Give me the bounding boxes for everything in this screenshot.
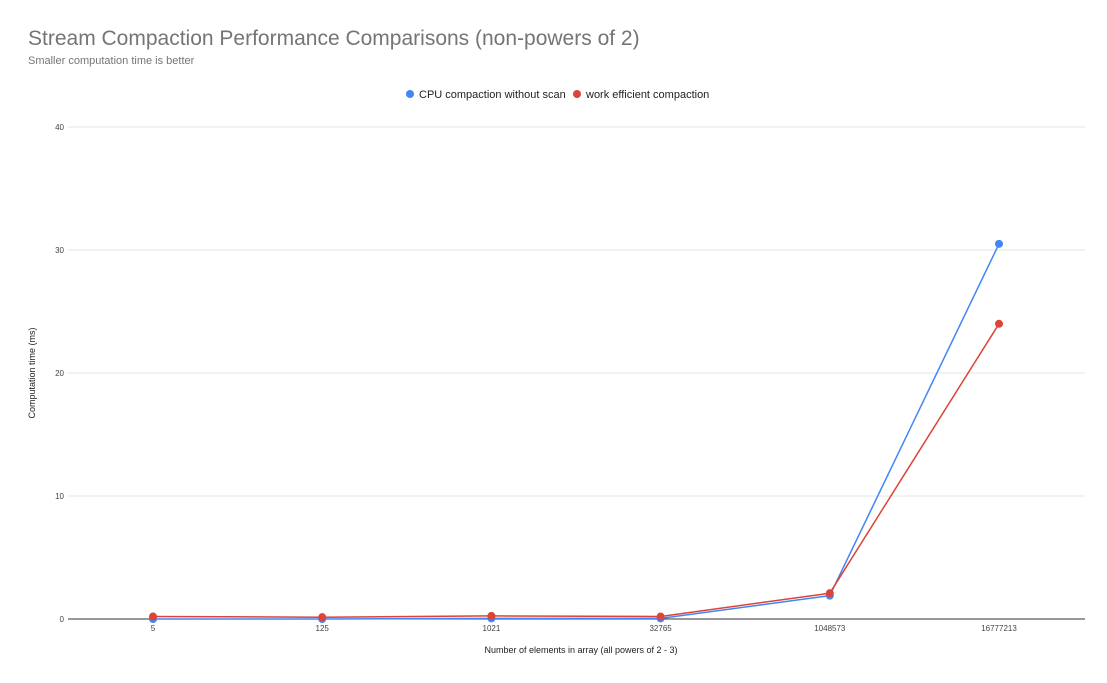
y-tick-label: 40 [55,123,64,132]
legend-marker-cpu [406,90,414,98]
data-point-work-efficient[interactable] [656,612,665,621]
chart-title: Stream Compaction Performance Comparison… [28,27,640,50]
chart-legend: CPU compaction without scan work efficie… [406,89,709,101]
legend-label-cpu: CPU compaction without scan [419,89,566,101]
x-tick-label: 1021 [483,624,501,633]
series-layer [149,239,1003,623]
grid-layer [68,126,1085,620]
y-tick-label: 30 [55,246,64,255]
y-tick-label: 10 [55,492,64,501]
data-point-work-efficient[interactable] [318,613,327,622]
data-point-work-efficient[interactable] [487,611,496,620]
x-axis-title: Number of elements in array (all powers … [484,645,677,655]
x-tick-label: 16777213 [981,624,1017,633]
legend-marker-work-efficient [573,90,581,98]
legend-label-work-efficient: work efficient compaction [585,89,709,101]
data-point-work-efficient[interactable] [149,612,157,621]
x-tick-label: 32765 [649,624,672,633]
data-point-work-efficient[interactable] [825,589,834,598]
x-axis-ticks: 5 125 1021 32765 1048573 16777213 [151,624,1018,633]
data-point-cpu[interactable] [995,239,1003,248]
series-line-work-efficient [152,323,1000,618]
series-line-cpu [153,243,1000,620]
y-axis-title: Computation time (ms) [27,327,37,418]
x-tick-label: 125 [316,624,330,633]
x-tick-label: 1048573 [814,624,846,633]
y-axis-ticks: 0 10 20 30 40 [55,123,64,624]
y-tick-label: 0 [60,615,65,624]
x-tick-label: 5 [151,624,156,633]
data-point-work-efficient[interactable] [995,319,1003,328]
y-tick-label: 20 [55,369,64,378]
chart-subtitle: Smaller computation time is better [28,55,195,67]
